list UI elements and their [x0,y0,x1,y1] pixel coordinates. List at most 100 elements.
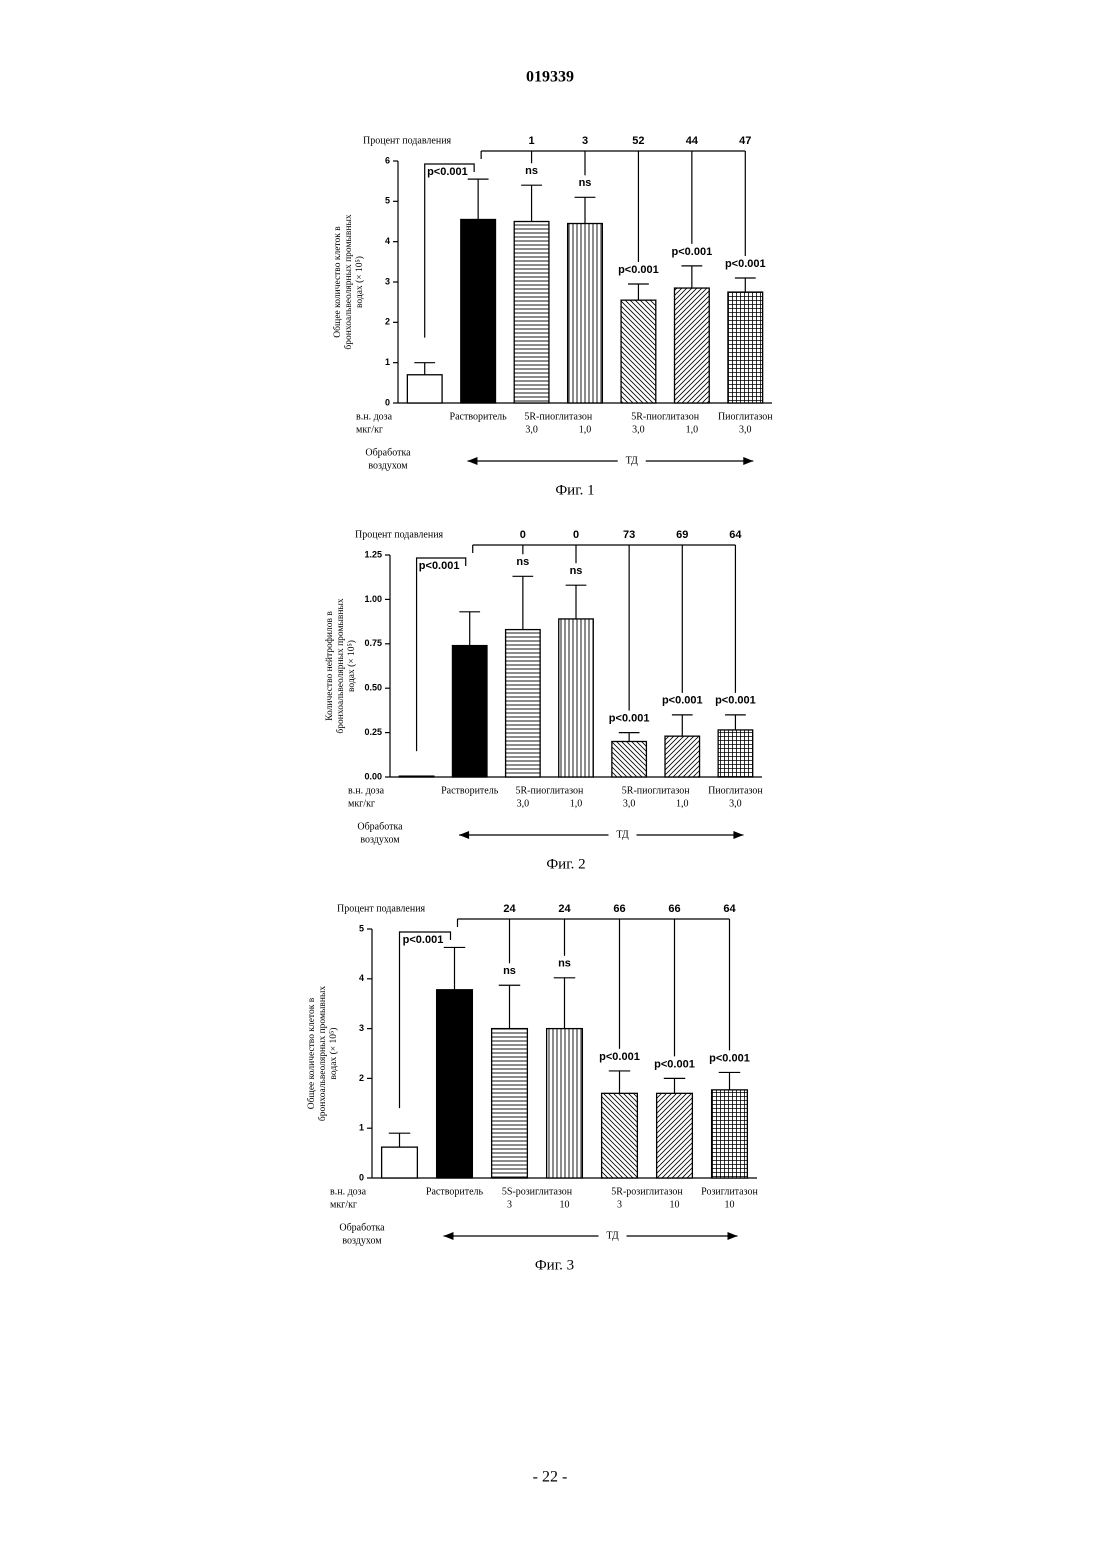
significance-label: ns [579,177,592,189]
dose-title: в.н. доза [356,411,393,422]
inhibition-value: 24 [503,903,516,915]
y-tick-label: 6 [385,155,390,165]
y-axis-label: бронхоальвеолярных промывных [343,214,354,349]
y-axis-label: водах (× 10⁵) [354,256,365,308]
dose-title: в.н. доза [348,785,385,796]
x-tick-label: 5R-пиоглитазон [516,785,584,796]
bar [382,1147,418,1178]
dose-title: мкг/кг [348,798,375,809]
significance-label: ns [525,165,538,177]
y-axis-label: Общее количество клеток в [332,226,343,338]
inhibition-value: 73 [623,529,635,541]
significance-label: ns [558,958,571,970]
bar [712,1090,748,1178]
td-label: ТД [606,1230,618,1241]
y-tick-label: 0.75 [364,638,382,648]
y-tick-label: 0 [359,1172,364,1182]
bar [665,736,700,777]
dose-label: 3,0 [623,798,636,809]
x-tick-label: 5S-розиглитазон [502,1186,573,1197]
bar [506,630,541,777]
page: 019339 - 22 - 0123456Общее количество кл… [0,0,1100,1556]
inhibition-value: 0 [573,529,579,541]
dose-label: 3,0 [517,798,530,809]
x-tick-label: Растворитель [426,1186,484,1197]
significance-label: ns [570,565,583,577]
y-tick-label: 4 [359,973,364,983]
y-axis-label: Общее количество клеток в [306,997,317,1109]
y-tick-label: 1 [385,357,390,367]
bar [452,646,487,777]
inhibition-value: 64 [723,903,736,915]
caption: Фиг. 3 [535,1257,574,1273]
bar [657,1093,693,1178]
footer: - 22 - [533,1469,568,1486]
inhibition-title: Процент подавления [363,135,452,146]
air-label: Обработка [339,1222,385,1233]
bar [674,288,709,403]
dose-label: 3,0 [739,424,752,435]
inhibition-title: Процент подавления [355,529,444,540]
bar [547,1029,583,1178]
significance-label: p<0.001 [618,264,659,276]
caption: Фиг. 1 [555,482,594,498]
dose-label: 10 [725,1199,735,1210]
bar [602,1093,638,1178]
air-label: воздухом [342,1235,382,1246]
td-label: ТД [626,455,638,466]
inhibition-value: 0 [520,529,526,541]
bar [612,741,647,777]
significance-label: p<0.001 [427,166,468,178]
x-tick-label: 5R-пиоглитазон [524,411,592,422]
air-label: воздухом [368,460,408,471]
y-tick-label: 1.00 [364,594,382,604]
dose-label: 3 [507,1199,512,1210]
x-tick-label: 5R-пиоглитазон [622,785,690,796]
bar [718,730,753,777]
significance-label: p<0.001 [654,1058,695,1070]
bar [728,292,763,403]
dose-label: 3 [617,1199,622,1210]
dose-label: 1,0 [579,424,592,435]
bar [568,224,603,403]
significance-label: p<0.001 [709,1052,750,1064]
inhibition-value: 52 [632,135,644,147]
y-axis-label: бронхоальвеолярных промывных [317,986,328,1121]
x-tick-label: Пиоглитазон [718,411,773,422]
y-tick-label: 2 [385,317,390,327]
y-tick-label: 4 [385,236,390,246]
dose-label: 3,0 [632,424,645,435]
bar [461,219,496,403]
inhibition-value: 44 [686,135,699,147]
inhibition-value: 66 [668,903,680,915]
air-label: воздухом [360,834,400,845]
dose-title: мкг/кг [356,424,383,435]
dose-label: 1,0 [676,798,689,809]
y-tick-label: 0.00 [364,771,382,781]
inhibition-value: 69 [676,529,688,541]
inhibition-value: 47 [739,135,751,147]
y-axis-label: Количество нейтрофилов в [324,611,335,721]
significance-label: p<0.001 [715,695,756,707]
significance-label: p<0.001 [419,560,460,572]
inhibition-title: Процент подавления [337,903,426,914]
bar [407,375,442,403]
significance-label: p<0.001 [662,695,703,707]
y-tick-label: 3 [385,276,390,286]
dose-label: 10 [560,1199,570,1210]
y-axis-label: водах (× 10⁵) [346,640,357,692]
y-tick-label: 1 [359,1123,364,1133]
dose-label: 1,0 [686,424,699,435]
x-tick-label: Растворитель [450,411,508,422]
x-tick-label: Розиглитазон [701,1186,758,1197]
y-tick-label: 0.25 [364,727,382,737]
y-axis-label: бронхоальвеолярных промывных [335,598,346,733]
significance-label: ns [516,556,529,568]
inhibition-value: 3 [582,135,588,147]
bar [399,776,434,777]
significance-label: p<0.001 [403,934,444,946]
dose-label: 1,0 [570,798,583,809]
y-tick-label: 3 [359,1023,364,1033]
x-tick-label: 5R-розиглитазон [611,1186,683,1197]
significance-label: p<0.001 [725,258,766,270]
